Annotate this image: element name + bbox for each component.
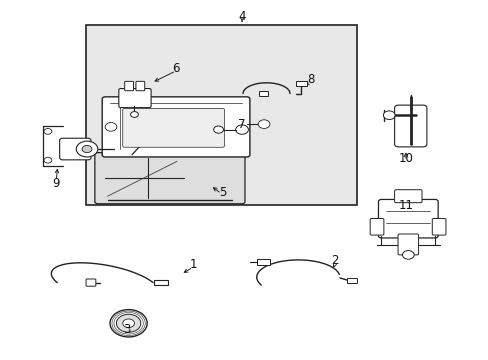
Circle shape [82,145,92,153]
Text: 2: 2 [330,255,338,267]
Circle shape [105,122,117,131]
Bar [259,91,267,96]
Circle shape [44,157,52,163]
Circle shape [235,125,248,134]
Circle shape [213,126,223,133]
Circle shape [44,129,52,134]
Bar [346,278,356,283]
Circle shape [76,141,98,157]
Bar [256,259,270,265]
Bar [85,25,356,205]
Circle shape [383,111,394,120]
FancyBboxPatch shape [378,199,437,238]
FancyBboxPatch shape [95,153,244,204]
Text: 8: 8 [306,73,314,86]
Circle shape [122,319,134,328]
Circle shape [116,314,141,332]
Bar [295,81,306,86]
FancyBboxPatch shape [102,97,249,157]
Circle shape [402,251,413,259]
Text: 7: 7 [238,118,245,131]
FancyBboxPatch shape [60,138,91,160]
Text: 10: 10 [398,152,412,165]
Text: 5: 5 [218,186,226,199]
Circle shape [130,112,138,117]
FancyBboxPatch shape [122,108,224,147]
Text: 4: 4 [238,10,245,23]
FancyBboxPatch shape [369,219,383,235]
FancyBboxPatch shape [397,234,418,255]
Text: 3: 3 [123,323,131,336]
FancyBboxPatch shape [394,105,426,147]
FancyBboxPatch shape [86,279,96,286]
Bar [154,280,167,285]
FancyBboxPatch shape [431,219,445,235]
FancyBboxPatch shape [119,89,151,108]
Circle shape [110,310,147,337]
FancyBboxPatch shape [124,81,133,91]
Text: 1: 1 [189,258,197,271]
Text: 6: 6 [172,62,180,75]
Text: 11: 11 [398,199,412,212]
FancyBboxPatch shape [394,190,421,203]
Text: 9: 9 [52,177,60,190]
FancyBboxPatch shape [136,81,144,91]
Circle shape [258,120,269,129]
